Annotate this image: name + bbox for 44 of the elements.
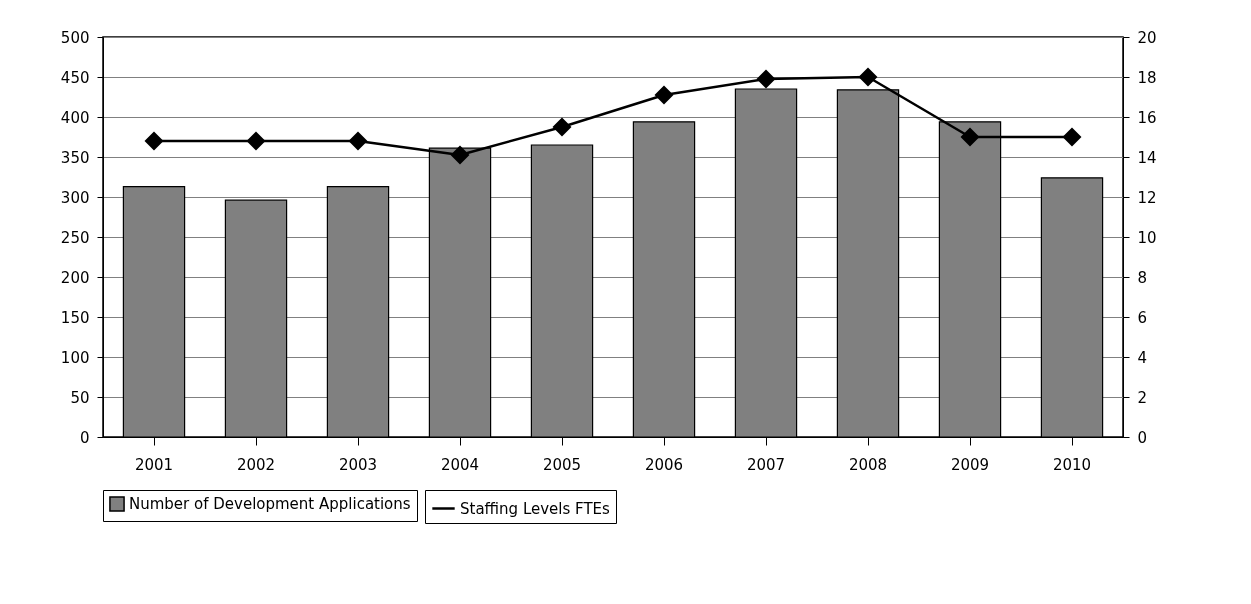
y-tick-label: 500 xyxy=(60,28,90,47)
x-tick-label: 2002 xyxy=(236,455,276,474)
y-tick-label: 350 xyxy=(60,148,90,167)
y2-tick-label: 2 xyxy=(1137,388,1148,407)
point xyxy=(1062,127,1082,147)
y2-tick-label: 8 xyxy=(1137,268,1148,287)
y-tick-label: 250 xyxy=(60,228,90,247)
x-tick-label: 2003 xyxy=(338,455,378,474)
y2-tick-label: 0 xyxy=(1137,428,1148,447)
legend-label: Number of Development Applications xyxy=(129,495,411,513)
x-tick-label: 2007 xyxy=(746,455,786,474)
point xyxy=(756,69,776,89)
y-tick-label: 300 xyxy=(60,188,90,207)
y2-tick-label: 12 xyxy=(1137,188,1157,207)
y-tick-label: 450 xyxy=(60,68,90,87)
x-tick-label: 2004 xyxy=(440,455,480,474)
y-tick-label: 200 xyxy=(60,268,90,287)
y2-tick-label: 6 xyxy=(1137,308,1148,327)
y2-tick-label: 14 xyxy=(1137,148,1157,167)
point xyxy=(654,85,674,105)
y-tick-label: 100 xyxy=(60,348,90,367)
point xyxy=(348,131,368,151)
y2-tick-label: 10 xyxy=(1137,228,1157,247)
point xyxy=(246,131,266,151)
y-tick-label: 150 xyxy=(60,308,90,327)
y2-tick-label: 16 xyxy=(1137,108,1157,127)
x-tick-label: 2001 xyxy=(134,455,174,474)
x-tick-label: 2010 xyxy=(1052,455,1092,474)
y-tick-label: 400 xyxy=(60,108,90,127)
x-tick-label: 2008 xyxy=(848,455,888,474)
y2-tick-label: 18 xyxy=(1137,68,1157,87)
point xyxy=(858,67,878,87)
x-tick-label: 2009 xyxy=(950,455,990,474)
y2-tick-label: 4 xyxy=(1137,348,1148,367)
x-tick-label: 2006 xyxy=(644,455,684,474)
y-tick-label: 50 xyxy=(70,388,90,407)
point xyxy=(552,117,572,137)
point xyxy=(960,127,980,147)
y2-tick-label: 20 xyxy=(1137,28,1157,47)
point xyxy=(144,131,164,151)
y-tick-label: 0 xyxy=(79,428,90,447)
x-tick-label: 2005 xyxy=(542,455,582,474)
point xyxy=(450,145,470,165)
legend-label: Staffing Levels FTEs xyxy=(460,499,611,518)
